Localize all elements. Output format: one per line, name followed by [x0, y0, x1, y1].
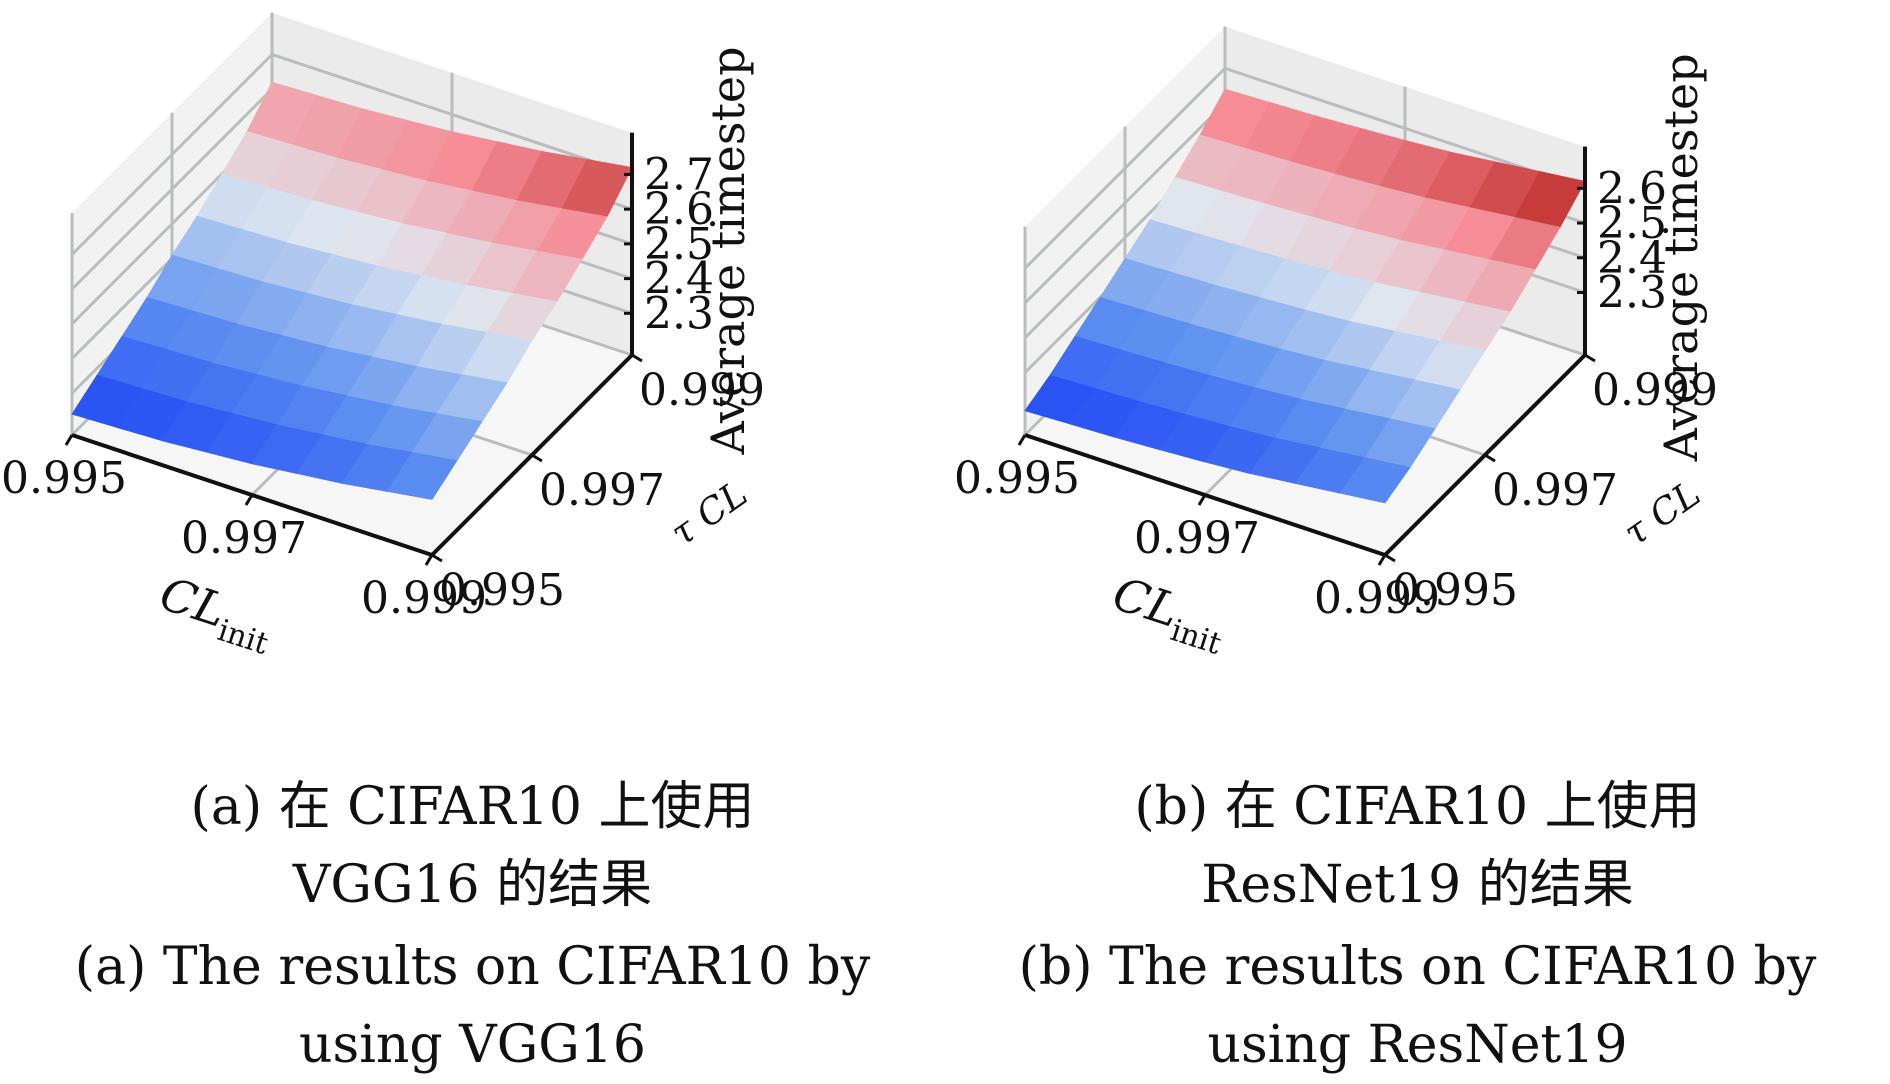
y-tick-label: 0.995 — [1392, 565, 1518, 616]
caption-zh-line-2: VGG16 的结果 — [292, 855, 653, 915]
caption-en-line-1: (a) The results on CIFAR10 by — [74, 937, 871, 997]
x-tick-label: 0.997 — [1134, 513, 1260, 564]
surface-cell — [1339, 457, 1411, 504]
z-tick-label: 2.5 — [644, 219, 714, 270]
z-tick-label: 2.4 — [644, 254, 714, 305]
y-tick-label: 0.999 — [1592, 365, 1718, 416]
surface-mesh — [71, 81, 633, 500]
x-tick-mark — [424, 554, 434, 566]
caption-english: (a) The results on CIFAR10 by using VGG1… — [0, 928, 945, 1084]
surface-plot-resnet19: 0.9950.9970.9990.9950.9970.9992.32.42.52… — [954, 26, 1718, 662]
y-tick-label: 0.995 — [439, 565, 565, 616]
x-tick-mark — [64, 434, 74, 446]
caption-zh-line-2: ResNet19 的结果 — [1201, 855, 1634, 915]
y-tick-mark — [1384, 553, 1396, 563]
x-axis-label-sub: init — [213, 613, 272, 662]
x-tick-mark — [244, 494, 254, 506]
y-tick-mark — [431, 553, 443, 563]
x-tick-label: 0.995 — [954, 453, 1080, 504]
z-tick-label: 2.3 — [1597, 268, 1667, 319]
grid-line — [1023, 66, 1586, 270]
y-tick-label: 0.997 — [1492, 465, 1618, 516]
y-axis-label: τ CL — [664, 473, 755, 554]
caption-chinese: (a) 在 CIFAR10 上使用 VGG16 的结果 — [0, 768, 945, 924]
caption-en-line-2: using ResNet19 — [1207, 1015, 1628, 1075]
panel-a: 0.995 0.997 0.999 0.995 0.997 0.999 2.3 2.4 2.5 2… — [0, 12, 945, 1084]
z-tick-label: 2.3 — [644, 288, 714, 339]
caption-zh-line-1: (a) 在 CIFAR10 上使用 — [190, 777, 755, 837]
caption-zh-line-1: (b) 在 CIFAR10 上使用 — [1134, 777, 1701, 837]
y-tick-label: 0.997 — [539, 465, 665, 516]
y-tick-label: 0.999 — [639, 365, 765, 416]
caption-english: (b) The results on CIFAR10 by using ResN… — [945, 928, 1890, 1084]
x-tick-mark — [1017, 434, 1027, 446]
y-tick-mark — [631, 353, 643, 363]
surface-mesh — [1024, 88, 1586, 504]
z-tick-label: 2.4 — [1597, 233, 1667, 284]
axis-ticks: 0.9950.9970.9990.9950.9970.9992.32.42.52… — [1, 149, 765, 624]
y-axis-label: τ CL — [1617, 473, 1708, 554]
y-tick-mark — [531, 453, 543, 463]
z-axis-label: Average timestep — [1654, 53, 1708, 462]
x-tick-mark — [1377, 554, 1387, 566]
x-axis-label-sub: init — [1166, 613, 1225, 662]
caption-en-line-1: (b) The results on CIFAR10 by — [1018, 937, 1817, 997]
x-axis-label: CLinit — [1104, 566, 1234, 662]
z-tick-label: 2.7 — [644, 149, 714, 200]
z-tick-label: 2.6 — [1597, 163, 1667, 214]
caption-en-line-2: using VGG16 — [299, 1015, 646, 1075]
x-axis-label: CLinit — [151, 566, 281, 662]
axis-ticks: 0.9950.9970.9990.9950.9970.9992.32.42.52… — [954, 163, 1718, 624]
x-tick-label: 0.999 — [1314, 573, 1440, 624]
grid-line — [70, 52, 633, 256]
x-tick-label: 0.999 — [361, 573, 487, 624]
z-tick-label: 2.6 — [644, 184, 714, 235]
y-tick-mark — [1584, 353, 1596, 363]
surface-cell — [386, 452, 458, 500]
z-axis-label: Average timestep — [701, 46, 755, 455]
z-tick-label: 2.5 — [1597, 198, 1667, 249]
surface-plot-vgg16: 0.9950.9970.9990.9950.9970.9992.32.42.52… — [1, 12, 765, 662]
panel-b: 0.995 0.997 0.999 0.995 0.997 0.999 2.3 2.4 2.5 2… — [945, 0, 1890, 1084]
x-tick-label: 0.995 — [1, 453, 127, 504]
y-tick-mark — [1484, 453, 1496, 463]
x-tick-label: 0.997 — [181, 513, 307, 564]
caption-chinese: (b) 在 CIFAR10 上使用 ResNet19 的结果 — [945, 768, 1890, 924]
x-tick-mark — [1197, 494, 1207, 506]
